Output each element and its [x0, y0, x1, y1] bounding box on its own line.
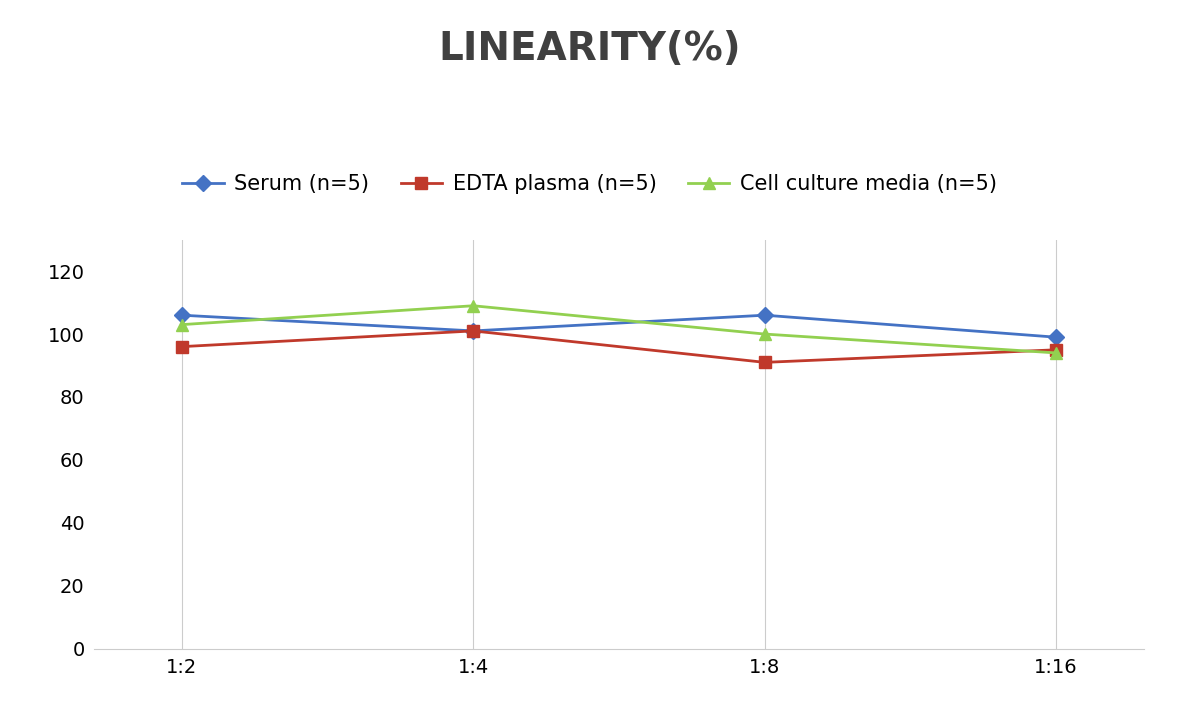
EDTA plasma (n=5)	[1049, 345, 1063, 354]
Legend: Serum (n=5), EDTA plasma (n=5), Cell culture media (n=5): Serum (n=5), EDTA plasma (n=5), Cell cul…	[173, 166, 1006, 202]
Cell culture media (n=5)	[466, 302, 480, 310]
EDTA plasma (n=5)	[174, 343, 189, 351]
Line: Serum (n=5): Serum (n=5)	[176, 309, 1062, 343]
EDTA plasma (n=5)	[758, 358, 772, 367]
Serum (n=5)	[466, 326, 480, 335]
Line: Cell culture media (n=5): Cell culture media (n=5)	[176, 300, 1062, 359]
Serum (n=5)	[758, 311, 772, 319]
Cell culture media (n=5)	[174, 320, 189, 329]
Text: LINEARITY(%): LINEARITY(%)	[439, 30, 740, 68]
Cell culture media (n=5)	[758, 330, 772, 338]
Serum (n=5)	[174, 311, 189, 319]
Line: EDTA plasma (n=5): EDTA plasma (n=5)	[176, 326, 1062, 368]
EDTA plasma (n=5)	[466, 326, 480, 335]
Cell culture media (n=5)	[1049, 349, 1063, 357]
Serum (n=5)	[1049, 333, 1063, 341]
